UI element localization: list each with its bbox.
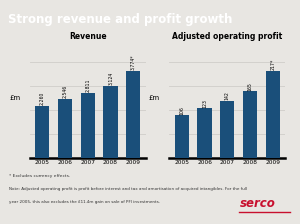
Text: Note: Adjusted operating profit is profit before interest and tax and amortisati: Note: Adjusted operating profit is profi… [9, 187, 247, 191]
Text: 3,124: 3,124 [108, 71, 113, 85]
Text: 106: 106 [179, 106, 184, 115]
Bar [126, 71, 140, 158]
Text: 142: 142 [225, 91, 230, 100]
Bar [58, 99, 72, 158]
Text: 123: 123 [202, 99, 207, 108]
Text: 165: 165 [248, 82, 253, 91]
Text: £m: £m [9, 95, 20, 101]
Text: 2,260: 2,260 [40, 91, 45, 105]
Text: * Excludes currency effects.: * Excludes currency effects. [9, 174, 70, 178]
Text: 217*: 217* [270, 58, 275, 70]
Title: Adjusted operating profit: Adjusted operating profit [172, 32, 282, 41]
Text: 2,811: 2,811 [85, 78, 90, 92]
Bar [103, 86, 118, 158]
Title: Revenue: Revenue [69, 32, 106, 41]
Text: 2,546: 2,546 [62, 85, 68, 98]
Bar [81, 93, 95, 158]
Text: year 2005, this also excludes the £11.4m gain on sale of PFI investments.: year 2005, this also excludes the £11.4m… [9, 200, 160, 205]
Text: £m: £m [149, 95, 160, 101]
Bar [35, 106, 49, 158]
Bar [197, 108, 212, 158]
Text: Strong revenue and profit growth: Strong revenue and profit growth [8, 13, 232, 26]
Bar [175, 115, 189, 158]
Bar [220, 101, 234, 158]
Bar [266, 71, 280, 158]
Text: 3,774*: 3,774* [131, 54, 136, 70]
Bar [243, 91, 257, 158]
Text: serco: serco [240, 197, 276, 210]
